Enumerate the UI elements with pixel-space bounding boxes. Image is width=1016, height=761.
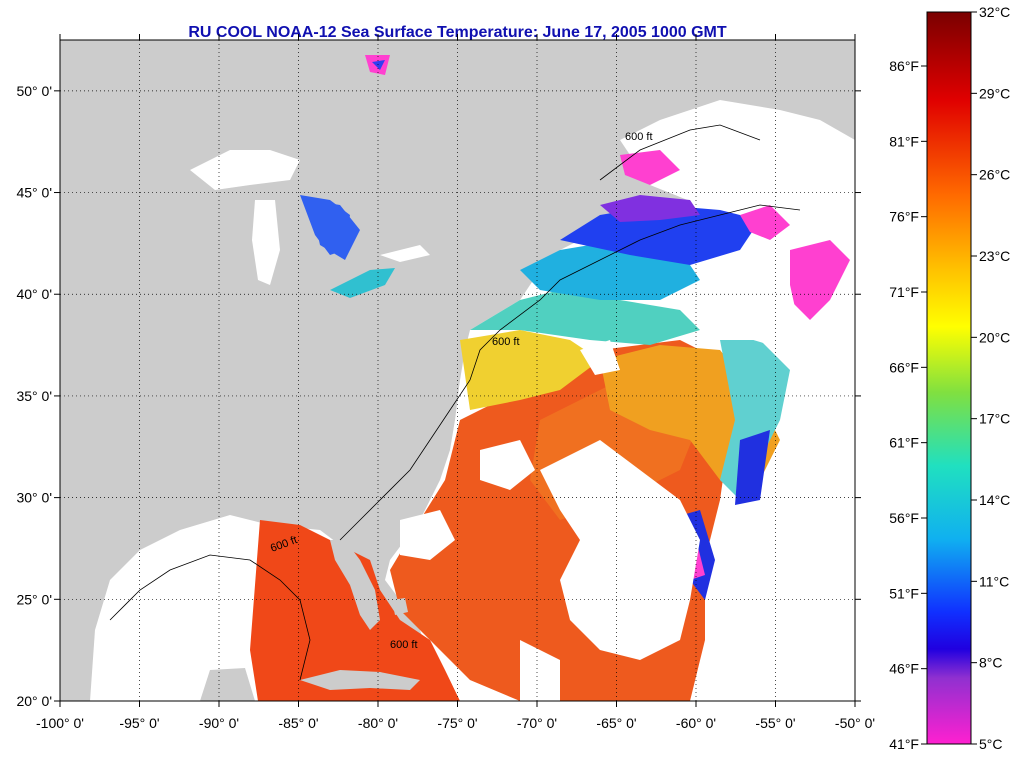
colorbar-celsius-label: 32°C — [979, 4, 1010, 20]
colorbar-celsius-label: 20°C — [979, 329, 1010, 345]
y-tick-label: 40° 0' — [16, 286, 52, 302]
colorbar-fahrenheit-label: 56°F — [889, 510, 919, 526]
map-title: RU COOL NOAA-12 Sea Surface Temperature:… — [188, 24, 727, 41]
colorbar-celsius-label: 5°C — [979, 736, 1003, 752]
colorbar-fahrenheit-label: 76°F — [889, 209, 919, 225]
x-tick-label: -80° 0' — [358, 715, 398, 731]
colorbar-fahrenheit-label: 61°F — [889, 435, 919, 451]
cuba — [300, 670, 420, 690]
x-tick-label: -100° 0' — [36, 715, 84, 731]
labrador-sea — [620, 100, 855, 260]
y-tick-label: 45° 0' — [16, 185, 52, 201]
y-tick-label: 35° 0' — [16, 388, 52, 404]
x-tick-label: -95° 0' — [119, 715, 159, 731]
colorbar-fahrenheit-label: 71°F — [889, 284, 919, 300]
colorbar-celsius-label: 29°C — [979, 85, 1010, 101]
bahamas — [392, 598, 408, 615]
y-tick-label: 25° 0' — [16, 591, 52, 607]
map-area — [60, 40, 855, 701]
colorbar-fahrenheit-label: 81°F — [889, 133, 919, 149]
x-tick-label: -90° 0' — [199, 715, 239, 731]
contour-label: 600 ft — [625, 131, 653, 143]
colorbar-labels: 32°C 29°C 26°C 23°C 20°C 17°C 14°C 11°C 8°C 5°C 86… — [889, 4, 1010, 752]
colorbar-celsius-label: 14°C — [979, 492, 1010, 508]
x-tick-label: -85° 0' — [278, 715, 318, 731]
lake-michigan — [252, 200, 280, 285]
x-tick-label: -65° 0' — [596, 715, 636, 731]
colorbar-fahrenheit-label: 41°F — [889, 736, 919, 752]
colorbar-celsius-label: 26°C — [979, 167, 1010, 183]
colorbar-fahrenheit-label: 86°F — [889, 58, 919, 74]
depth-contour — [109, 124, 801, 681]
x-tick-label: -55° 0' — [755, 715, 795, 731]
colorbar-celsius-label: 23°C — [979, 248, 1010, 264]
colorbar-celsius-label: 17°C — [979, 411, 1010, 427]
y-axis: 20° 0' 25° 0' 30° 0' 35° 0' 40° 0' 45° 0' 50° … — [16, 83, 861, 709]
florida — [330, 540, 380, 630]
y-tick-label: 50° 0' — [16, 83, 52, 99]
x-tick-label: -70° 0' — [517, 715, 557, 731]
sst-swath — [250, 55, 850, 701]
colorbar-celsius-label: 8°C — [979, 655, 1003, 671]
y-tick-label: 30° 0' — [16, 490, 52, 506]
x-tick-label: -75° 0' — [437, 715, 477, 731]
colorbar — [926, 11, 972, 745]
contour-label: 600 ft — [492, 336, 520, 348]
x-tick-label: -60° 0' — [676, 715, 716, 731]
grid-lines — [60, 40, 855, 701]
colorbar-fahrenheit-label: 51°F — [889, 585, 919, 601]
lake-superior — [190, 150, 300, 190]
lake-erie — [330, 268, 395, 298]
contour-label: 600 ft — [390, 639, 418, 651]
yucatan — [200, 668, 255, 701]
x-axis: -100° 0' -95° 0' -90° 0' -85° 0' -80° 0' -75°… — [36, 34, 875, 731]
colorbar-fahrenheit-label: 66°F — [889, 359, 919, 375]
lake-ontario — [380, 245, 430, 262]
colorbar-fahrenheit-label: 46°F — [889, 661, 919, 677]
colorbar-celsius-label: 11°C — [979, 573, 1009, 589]
y-tick-label: 20° 0' — [16, 693, 52, 709]
x-tick-label: -50° 0' — [835, 715, 875, 731]
